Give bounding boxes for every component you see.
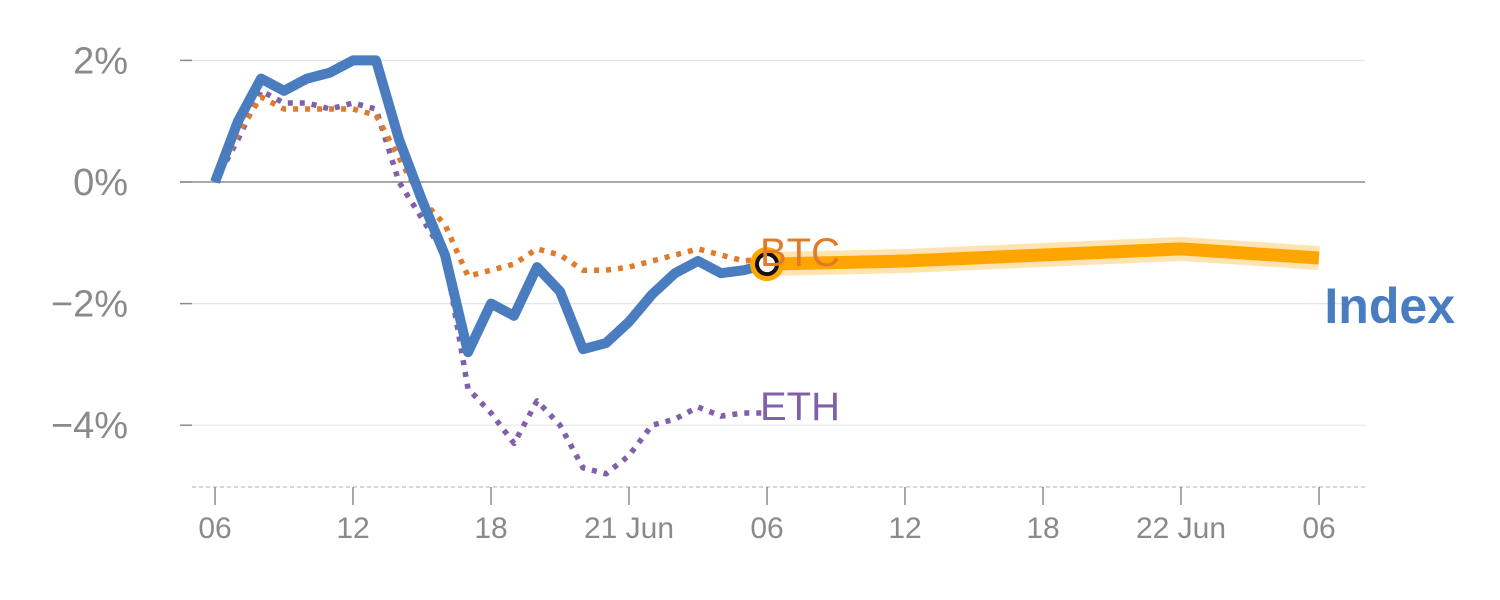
- y-tick-label: −2%: [51, 284, 128, 326]
- btc-series-label: BTC: [760, 231, 840, 275]
- btc-series-line: [212, 94, 768, 279]
- eth-series-label: ETH: [760, 385, 840, 429]
- series-labels: BTC ETH Index: [760, 231, 1455, 429]
- x-tick-label: 06: [750, 512, 783, 545]
- x-tick-label: 18: [1026, 512, 1059, 545]
- x-tick-label: 22 Jun: [1136, 512, 1226, 545]
- x-tick-label: 18: [474, 512, 507, 545]
- y-tick-label: 0%: [73, 162, 128, 204]
- y-tick-label: −4%: [51, 405, 128, 447]
- x-tick-label: 12: [336, 512, 369, 545]
- index-series-line: [210, 55, 769, 358]
- gridlines: [180, 59, 1365, 426]
- axes: 2% 0% −2% −4% 06 12 18 21 Jun 06 12 18 22 Jun 06: [51, 40, 1365, 545]
- x-tick-label: 06: [1302, 512, 1335, 545]
- x-tick-label: 06: [198, 512, 231, 545]
- x-tick-label: 12: [888, 512, 921, 545]
- index-series-label: Index: [1324, 278, 1455, 334]
- forecast-band-line: [766, 242, 1320, 271]
- series-lines: [210, 55, 1320, 477]
- y-tick-label: 2%: [73, 40, 128, 82]
- x-tick-label: 21 Jun: [584, 512, 674, 545]
- current-point-marker: [755, 252, 779, 277]
- eth-series-line: [212, 88, 767, 477]
